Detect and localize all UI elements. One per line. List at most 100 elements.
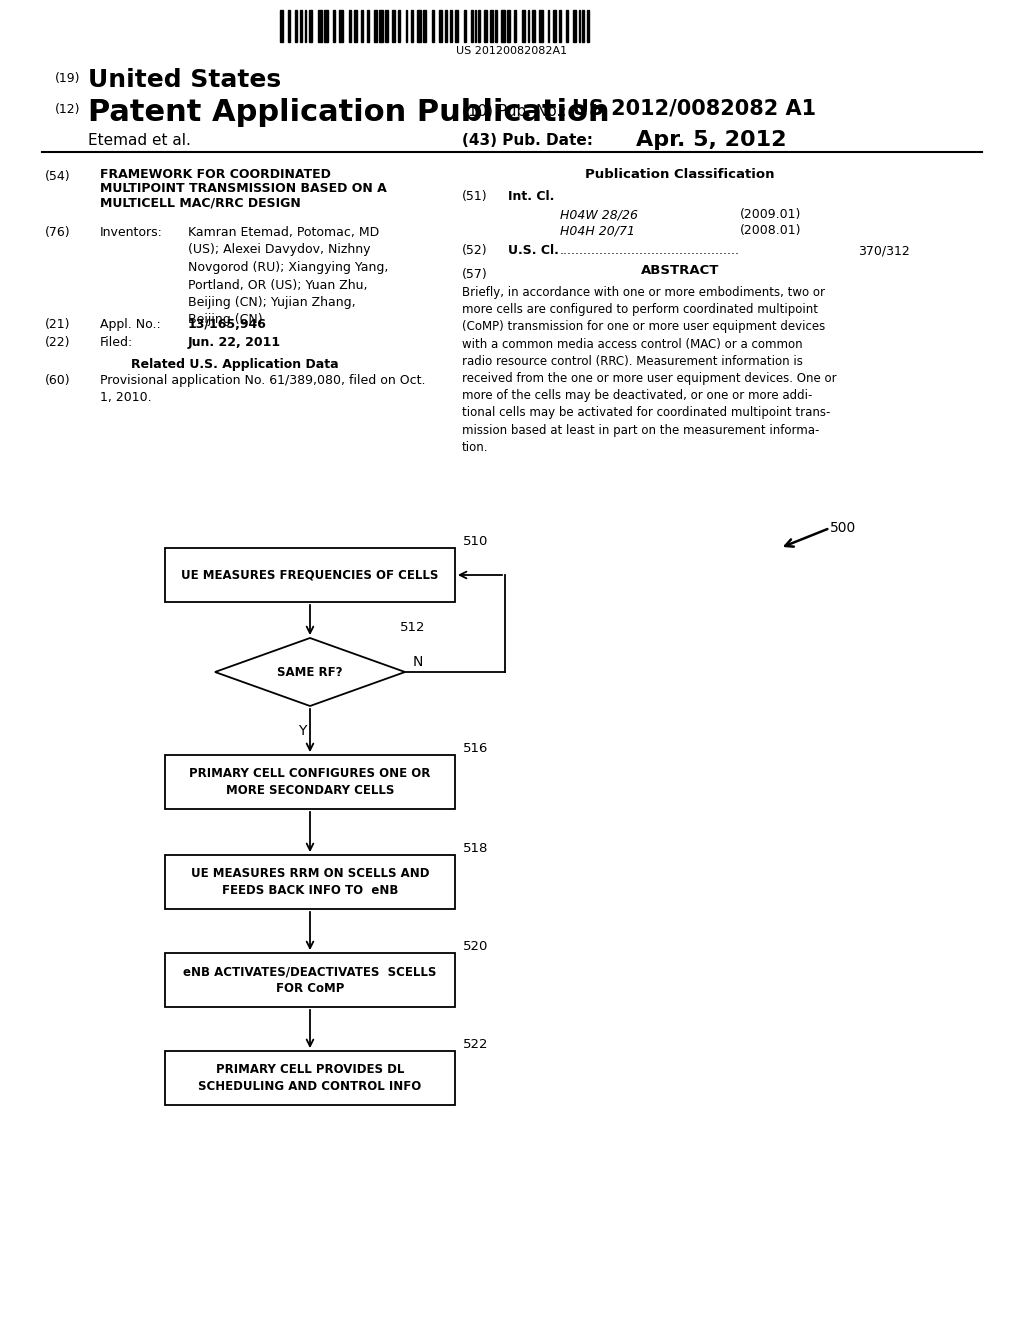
FancyBboxPatch shape [165,1051,455,1105]
Text: 522: 522 [463,1038,488,1051]
Bar [374,11,377,42]
Bar [464,11,466,42]
Text: Apr. 5, 2012: Apr. 5, 2012 [636,129,786,150]
Text: 512: 512 [400,620,426,634]
Text: Patent Application Publication: Patent Application Publication [88,98,609,127]
Bar [398,11,400,42]
Bar [484,11,487,42]
Text: N: N [413,655,423,669]
Text: (10) Pub. No.:: (10) Pub. No.: [462,103,566,117]
Text: (57): (57) [462,268,487,281]
Bar [579,11,580,42]
Bar [514,11,516,42]
Bar [295,11,297,42]
FancyBboxPatch shape [165,953,455,1007]
Text: eNB ACTIVATES/DEACTIVATES  SCELLS
FOR CoMP: eNB ACTIVATES/DEACTIVATES SCELLS FOR CoM… [183,965,436,995]
Bar [333,11,335,42]
Text: (76): (76) [45,226,71,239]
Text: (21): (21) [45,318,71,331]
Bar [573,11,577,42]
Bar [318,11,322,42]
Bar [582,11,584,42]
Text: UE MEASURES RRM ON SCELLS AND
FEEDS BACK INFO TO  eNB: UE MEASURES RRM ON SCELLS AND FEEDS BACK… [190,867,429,896]
Text: SAME RF?: SAME RF? [278,665,343,678]
Bar [444,11,447,42]
Bar [566,11,567,42]
Bar [527,11,529,42]
Bar [559,11,560,42]
Bar [587,11,589,42]
Text: 516: 516 [463,742,488,755]
Bar [385,11,388,42]
Text: ABSTRACT: ABSTRACT [641,264,719,277]
Text: US 20120082082A1: US 20120082082A1 [457,46,567,55]
Bar [406,11,408,42]
Bar [309,11,312,42]
Text: Y: Y [298,723,306,738]
Bar [300,11,302,42]
Bar [432,11,434,42]
Bar [304,11,306,42]
Bar [475,11,476,42]
Text: (52): (52) [462,244,487,257]
Text: H04W 28/26: H04W 28/26 [560,209,638,220]
Text: 510: 510 [463,535,488,548]
Text: Jun. 22, 2011: Jun. 22, 2011 [188,337,282,348]
Text: Appl. No.:: Appl. No.: [100,318,161,331]
Bar [451,11,452,42]
Bar [417,11,421,42]
Bar [325,11,328,42]
Text: Int. Cl.: Int. Cl. [508,190,554,203]
Polygon shape [215,638,406,706]
Text: Related U.S. Application Data: Related U.S. Application Data [131,358,339,371]
FancyBboxPatch shape [165,855,455,909]
Text: (12): (12) [55,103,81,116]
FancyBboxPatch shape [165,755,455,809]
Text: (54): (54) [45,170,71,183]
Text: Briefly, in accordance with one or more embodiments, two or
more cells are confi: Briefly, in accordance with one or more … [462,286,837,454]
Text: (51): (51) [462,190,487,203]
Bar [455,11,458,42]
Bar [368,11,369,42]
Text: (22): (22) [45,337,71,348]
Text: 370/312: 370/312 [858,244,909,257]
Bar [478,11,480,42]
Text: 13/165,946: 13/165,946 [188,318,267,331]
Text: UE MEASURES FREQUENCIES OF CELLS: UE MEASURES FREQUENCIES OF CELLS [181,569,438,582]
Bar [489,11,493,42]
Text: PRIMARY CELL CONFIGURES ONE OR
MORE SECONDARY CELLS: PRIMARY CELL CONFIGURES ONE OR MORE SECO… [189,767,431,797]
Text: 518: 518 [463,842,488,855]
Text: (60): (60) [45,374,71,387]
Text: Kamran Etemad, Potomac, MD
(US); Alexei Davydov, Nizhny
Novgorod (RU); Xiangying: Kamran Etemad, Potomac, MD (US); Alexei … [188,226,388,326]
Text: Provisional application No. 61/389,080, filed on Oct.
1, 2010.: Provisional application No. 61/389,080, … [100,374,426,404]
Bar [553,11,556,42]
Text: Etemad et al.: Etemad et al. [88,133,190,148]
Text: H04H 20/71: H04H 20/71 [560,224,635,238]
Text: 500: 500 [830,521,856,535]
Text: PRIMARY CELL PROVIDES DL
SCHEDULING AND CONTROL INFO: PRIMARY CELL PROVIDES DL SCHEDULING AND … [199,1063,422,1093]
Bar [531,11,535,42]
Text: FRAMEWORK FOR COORDINATED: FRAMEWORK FOR COORDINATED [100,168,331,181]
Bar [471,11,473,42]
Text: 520: 520 [463,940,488,953]
Text: Publication Classification: Publication Classification [586,168,775,181]
Bar [354,11,357,42]
Bar [339,11,343,42]
Bar [280,11,283,42]
Bar [423,11,426,42]
Bar [288,11,290,42]
Bar [349,11,351,42]
Text: MULTICELL MAC/RRC DESIGN: MULTICELL MAC/RRC DESIGN [100,195,301,209]
Bar [379,11,383,42]
Text: US 2012/0082082 A1: US 2012/0082082 A1 [572,98,816,117]
Bar [501,11,505,42]
Bar [360,11,362,42]
Bar [392,11,395,42]
Bar [507,11,510,42]
Text: .............................................: ........................................… [560,244,740,257]
Bar [548,11,550,42]
Text: (2008.01): (2008.01) [740,224,802,238]
FancyBboxPatch shape [165,548,455,602]
Bar [521,11,524,42]
Bar [439,11,442,42]
